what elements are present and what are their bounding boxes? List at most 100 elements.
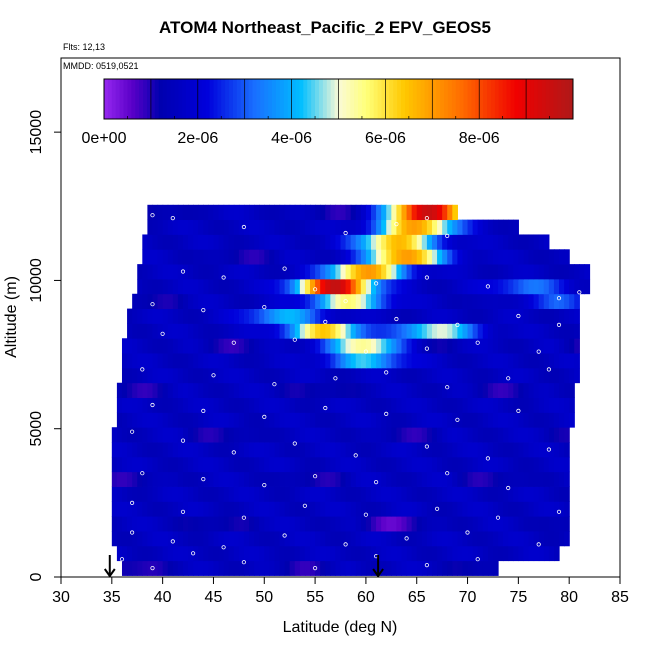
heatmap-cell: [162, 204, 169, 221]
heatmap-cell: [340, 278, 347, 295]
heatmap-cell: [553, 456, 560, 473]
heatmap-cell: [243, 234, 250, 250]
heatmap-cell: [452, 427, 458, 443]
y-tick-label: 5000: [28, 411, 45, 447]
heatmap-cell: [294, 427, 301, 443]
heatmap-cell: [447, 264, 453, 280]
heatmap-cell: [477, 323, 484, 339]
heatmap-cell: [172, 278, 179, 295]
heatmap-cell: [299, 560, 306, 576]
heatmap-cell: [538, 323, 545, 339]
heatmap-cell: [203, 471, 209, 487]
colorbar-swatch: [393, 79, 398, 119]
heatmap-cell: [218, 486, 225, 502]
heatmap-cell: [452, 204, 458, 221]
heatmap-cell: [370, 545, 377, 562]
heatmap-cell: [330, 382, 337, 398]
heatmap-cell: [411, 308, 418, 324]
heatmap-cell: [269, 486, 276, 502]
heatmap-cell: [320, 219, 326, 235]
heatmap-cell: [416, 367, 423, 384]
heatmap-cell: [269, 219, 276, 235]
heatmap-cell: [523, 367, 530, 384]
heatmap-cell: [406, 264, 413, 280]
heatmap-cell: [472, 545, 479, 562]
colorbar-swatch: [338, 79, 343, 119]
heatmap-cell: [437, 353, 443, 369]
colorbar-swatch: [236, 79, 242, 119]
heatmap-cell: [208, 412, 215, 428]
heatmap-cell: [365, 516, 372, 532]
heatmap-cell: [228, 412, 235, 428]
heatmap-cell: [447, 353, 453, 369]
heatmap-cell: [462, 264, 469, 280]
heatmap-cell: [518, 501, 525, 517]
heatmap-cell: [370, 367, 377, 384]
sample-point: [424, 562, 429, 568]
heatmap-cell: [381, 249, 387, 265]
heatmap-cell: [198, 397, 204, 413]
heatmap-cell: [528, 234, 535, 250]
heatmap-cell: [167, 456, 174, 473]
heatmap-cell: [289, 531, 296, 547]
heatmap-cell: [457, 234, 464, 250]
heatmap-cell: [528, 516, 535, 532]
heatmap-cell: [188, 338, 194, 354]
heatmap-cell: [508, 545, 514, 562]
heatmap-cell: [340, 486, 347, 502]
heatmap-cell: [132, 397, 138, 413]
heatmap-cell: [513, 412, 519, 428]
sample-point: [130, 429, 135, 434]
heatmap-cell: [431, 353, 438, 369]
heatmap-cell: [325, 471, 331, 487]
heatmap-cell: [325, 560, 331, 576]
heatmap-cell: [132, 456, 138, 473]
heatmap-cell: [411, 442, 418, 458]
heatmap-cell: [452, 501, 458, 517]
heatmap-cell: [376, 545, 382, 562]
heatmap-cell: [559, 308, 565, 324]
heatmap-cell: [259, 471, 265, 487]
heatmap-cell: [498, 338, 504, 354]
x-tick-label: 50: [255, 589, 273, 606]
heatmap-cell: [492, 234, 499, 250]
heatmap-cell: [462, 412, 469, 428]
heatmap-cell: [208, 397, 215, 413]
heatmap-cell: [345, 560, 352, 576]
sample-point: [404, 536, 409, 541]
heatmap-cell: [569, 397, 575, 413]
heatmap-cell: [518, 264, 525, 280]
heatmap-cell: [198, 412, 204, 428]
heatmap-cell: [177, 471, 184, 487]
heatmap-cell: [284, 427, 291, 443]
heatmap-cell: [264, 353, 270, 369]
heatmap-cell: [406, 234, 413, 250]
heatmap-cell: [340, 501, 347, 517]
heatmap-cell: [249, 382, 255, 398]
heatmap-cell: [340, 397, 347, 413]
heatmap-cell: [188, 323, 194, 339]
heatmap-cell: [320, 367, 326, 384]
heatmap-cell: [548, 367, 555, 384]
heatmap-cell: [213, 560, 220, 576]
heatmap-cell: [376, 338, 382, 354]
heatmap-cell: [193, 353, 199, 369]
heatmap-cell: [325, 367, 331, 384]
heatmap-cell: [498, 456, 504, 473]
heatmap-cell: [482, 442, 489, 458]
heatmap-cell: [467, 338, 474, 354]
heatmap-cell: [162, 456, 169, 473]
sample-point: [323, 405, 328, 411]
heatmap-cell: [487, 353, 494, 369]
heatmap-cell: [325, 501, 331, 517]
heatmap-cell: [249, 442, 255, 458]
heatmap-cell: [340, 293, 347, 309]
heatmap-cell: [498, 545, 504, 562]
sample-point: [353, 453, 358, 458]
heatmap-cell: [523, 412, 530, 428]
heatmap-cell: [157, 412, 164, 428]
heatmap-cell: [264, 278, 270, 295]
heatmap-cell: [365, 278, 372, 295]
heatmap-cell: [553, 501, 560, 517]
heatmap-cell: [340, 516, 347, 532]
